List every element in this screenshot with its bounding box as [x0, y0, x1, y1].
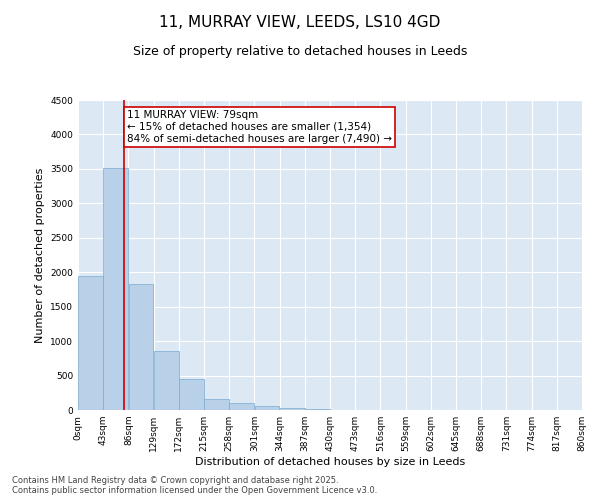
Text: 11 MURRAY VIEW: 79sqm
← 15% of detached houses are smaller (1,354)
84% of semi-d: 11 MURRAY VIEW: 79sqm ← 15% of detached … — [127, 110, 392, 144]
Bar — [179, 379, 204, 410]
Bar — [280, 408, 305, 410]
Bar — [78, 276, 103, 410]
X-axis label: Distribution of detached houses by size in Leeds: Distribution of detached houses by size … — [195, 457, 465, 467]
Bar — [103, 168, 128, 410]
Bar — [154, 351, 179, 410]
Text: 11, MURRAY VIEW, LEEDS, LS10 4GD: 11, MURRAY VIEW, LEEDS, LS10 4GD — [160, 15, 440, 30]
Bar — [229, 404, 254, 410]
Bar — [128, 284, 154, 410]
Y-axis label: Number of detached properties: Number of detached properties — [35, 168, 44, 342]
Bar — [204, 398, 229, 410]
Text: Contains HM Land Registry data © Crown copyright and database right 2025.
Contai: Contains HM Land Registry data © Crown c… — [12, 476, 377, 495]
Bar — [254, 406, 280, 410]
Text: Size of property relative to detached houses in Leeds: Size of property relative to detached ho… — [133, 45, 467, 58]
